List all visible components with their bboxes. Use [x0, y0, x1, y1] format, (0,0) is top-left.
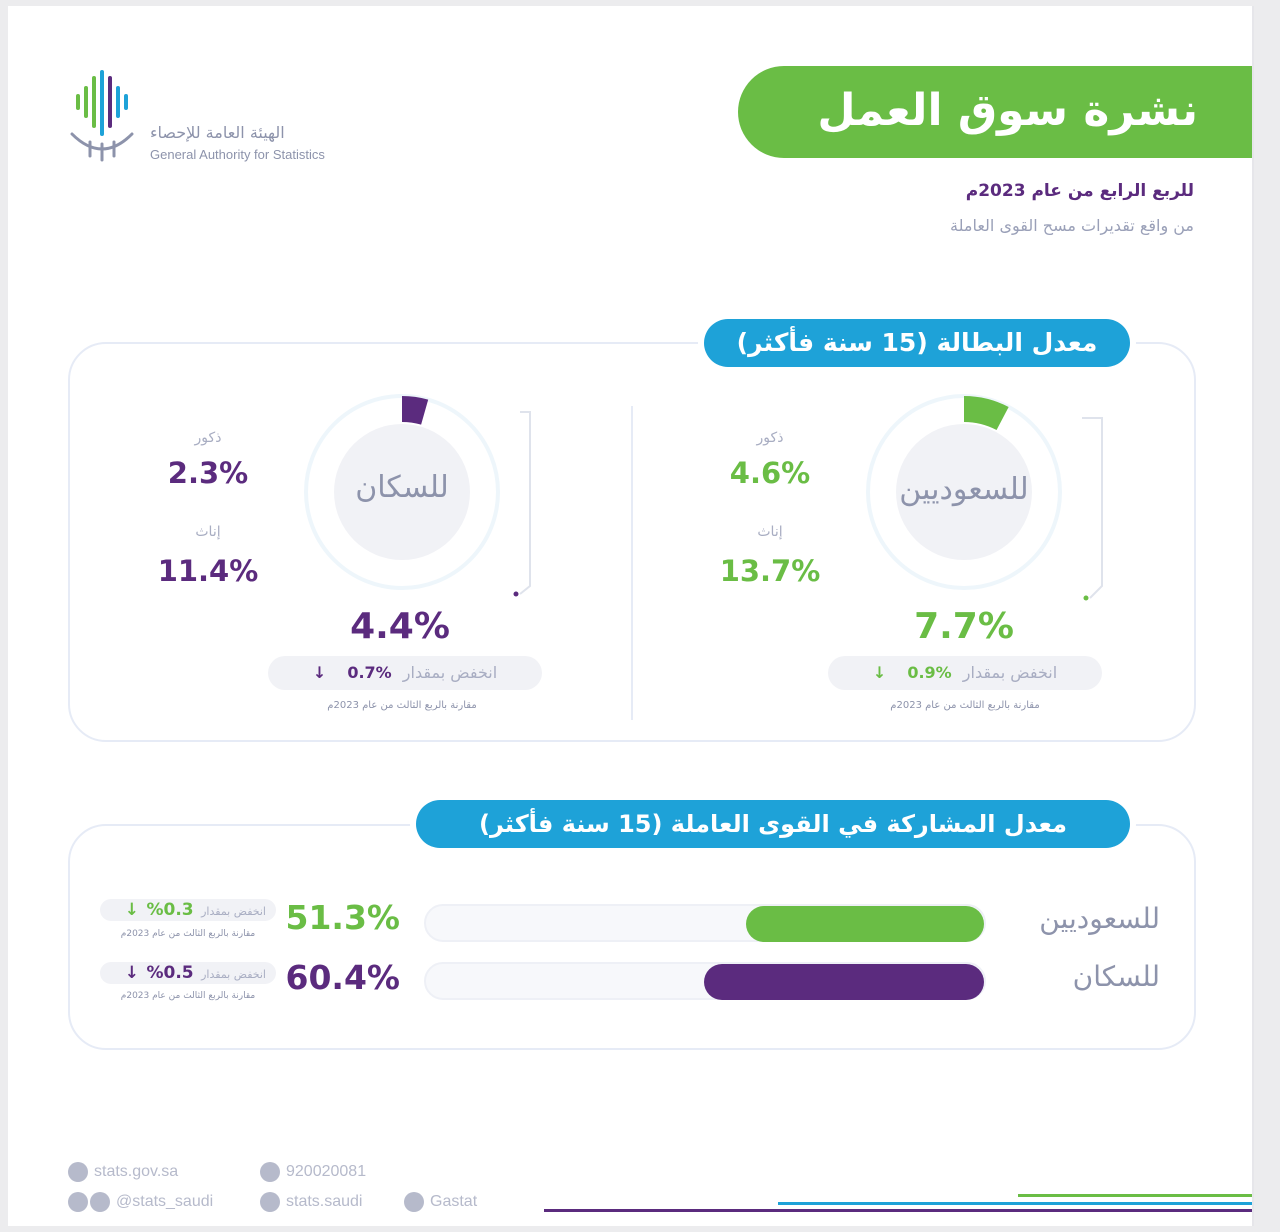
org-name-arabic: الهيئة العامة للإحصاء: [150, 123, 285, 142]
page-title: نشرة سوق العمل: [738, 66, 1254, 158]
x-twitter-icon: [68, 1192, 88, 1212]
participation-saudi-value: 51.3%: [285, 898, 401, 937]
source-note: من واقع تقديرات مسح القوى العاملة: [950, 216, 1194, 235]
facebook-icon: [260, 1192, 280, 1212]
down-arrow-icon: ↓: [872, 663, 887, 682]
saudi-change-value: %0.9: [907, 663, 952, 682]
participation-population-bar: [704, 964, 984, 1000]
population-female-value: 11.4%: [157, 554, 259, 588]
saudi-male-value: 4.6%: [729, 456, 811, 490]
population-donut-label: للسكان: [355, 470, 449, 505]
population-compare-note: مقارنة بالربع الثالث من عام 2023م: [327, 700, 477, 711]
participation-population-value: 60.4%: [285, 958, 401, 997]
down-arrow-icon: ↓: [312, 663, 327, 682]
participation-population-change-value: 0.5%: [146, 963, 194, 983]
footer-website[interactable]: stats.gov.sa: [68, 1162, 178, 1182]
down-arrow-icon: ↓: [124, 900, 139, 920]
participation-population-label: للسكان: [1072, 960, 1160, 993]
saudi-female-label: إناث: [757, 524, 783, 540]
population-male-label: ذكور: [194, 430, 222, 446]
population-unemployment-slice: [402, 396, 429, 425]
saudi-donut-label: للسعوديين: [899, 472, 1029, 507]
saudi-unemployment-donut: [866, 394, 1103, 601]
saudi-compare-note: مقارنة بالربع الثالث من عام 2023م: [890, 700, 1040, 711]
footer-phone[interactable]: 920020081: [260, 1162, 366, 1182]
participation-saudi-change: انخفض بمقدار 0.3% ↓: [100, 899, 276, 921]
population-total-value: 4.4%: [350, 606, 450, 647]
box-divider: [631, 406, 633, 720]
participation-saudi-change-value: 0.3%: [146, 900, 194, 920]
footer-line-green: [1018, 1194, 1254, 1197]
gastat-logo-icon: [70, 70, 134, 162]
participation-saudi-compare: مقارنة بالربع الثالث من عام 2023م: [120, 929, 256, 939]
period-subtitle: للربع الرابع من عام 2023م: [965, 181, 1194, 201]
globe-icon: [68, 1162, 88, 1182]
participation-saudi-label: للسعوديين: [1039, 902, 1160, 935]
saudi-female-value: 13.7%: [719, 554, 821, 588]
participation-saudi-bar: [746, 906, 984, 942]
population-female-label: إناث: [195, 524, 221, 540]
footer-gastat[interactable]: Gastat: [404, 1192, 477, 1212]
instagram-icon: [90, 1192, 110, 1212]
saudi-change-label: انخفض بمقدار: [962, 663, 1058, 682]
saudi-male-label: ذكور: [756, 430, 784, 446]
footer-line-blue: [778, 1202, 1254, 1205]
down-arrow-icon: ↓: [124, 963, 139, 983]
population-change-label: انخفض بمقدار: [402, 663, 498, 682]
participation-saudi-change-label: انخفض بمقدار: [201, 905, 266, 918]
unemployment-section-title: معدل البطالة (15 سنة فأكثر): [704, 319, 1130, 367]
footer-facebook[interactable]: stats.saudi: [260, 1192, 362, 1212]
saudi-unemployment-slice: [964, 396, 1009, 431]
population-change-value: %0.7: [347, 663, 392, 682]
participation-population-change: انخفض بمقدار 0.5% ↓: [100, 962, 276, 984]
population-unemployment-donut: [304, 394, 531, 597]
participation-section-title: معدل المشاركة في القوى العاملة (15 سنة ف…: [416, 800, 1130, 848]
org-name-english: General Authority for Statistics: [150, 147, 325, 162]
phone-icon: [260, 1162, 280, 1182]
page-edge: [1252, 6, 1254, 1226]
population-change-pill: انخفض بمقدار %0.7 ↓: [268, 656, 542, 690]
footer-line-purple: [544, 1209, 1254, 1212]
gastat-icon: [404, 1192, 424, 1212]
participation-population-compare: مقارنة بالربع الثالث من عام 2023م: [120, 991, 256, 1001]
saudi-change-pill: انخفض بمقدار %0.9 ↓: [828, 656, 1102, 690]
footer-social[interactable]: @stats_saudi: [68, 1192, 213, 1212]
population-male-value: 2.3%: [167, 456, 249, 490]
saudi-total-value: 7.7%: [914, 606, 1014, 647]
infographic-page: الهيئة العامة للإحصاء General Authority …: [8, 6, 1254, 1226]
participation-population-change-label: انخفض بمقدار: [201, 968, 266, 981]
